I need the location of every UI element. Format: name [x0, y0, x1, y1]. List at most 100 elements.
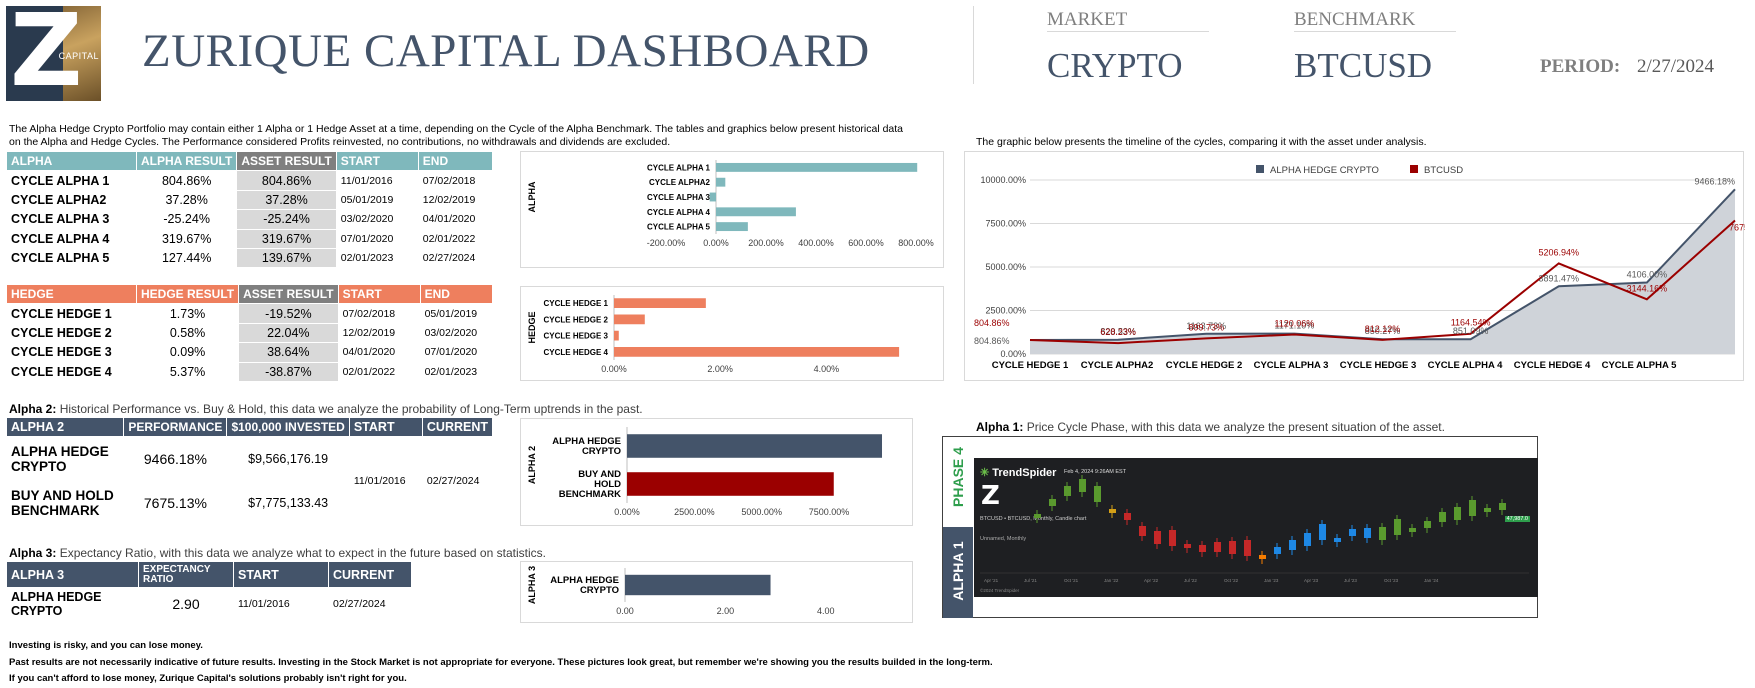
month-label: Oct '21: [1064, 578, 1079, 583]
x-tick-label: CYCLE HEDGE 1: [992, 360, 1069, 371]
alpha-bar-chart: ALPHA CYCLE ALPHA 1 CYCLE ALPHA2 CYCLE ALPH…: [520, 151, 944, 268]
alpha-result: -25.24%: [135, 209, 238, 230]
tick-label: 0.00%: [601, 364, 627, 374]
snapshot-price-badge: 47,987.0: [1504, 516, 1530, 522]
alpha2-description: Historical Performance vs. Buy & Hold, t…: [59, 402, 643, 416]
category-label: CYCLE ALPHA 5: [647, 223, 711, 232]
alpha2-caption: Alpha 2: Historical Performance vs. Buy …: [9, 402, 643, 416]
col-header: CURRENT: [328, 561, 412, 588]
end-date: 02/01/2023: [419, 361, 494, 382]
alpha-result: 804.86%: [135, 170, 238, 191]
col-header: CURRENT: [421, 416, 494, 438]
start-date: 11/01/2016: [335, 170, 419, 191]
category-label: CYCLE ALPHA 4: [647, 208, 711, 217]
start-date: 04/01/2020: [337, 342, 421, 363]
category-label: CYCLE ALPHA 1: [647, 163, 711, 172]
benchmark-label: BENCHMARK: [1294, 9, 1456, 32]
phase-panel: PHASE 4 ALPHA 1 ✳ TrendSpider Feb 4, 202…: [942, 436, 1538, 618]
col-header: ALPHA: [6, 150, 137, 172]
timeline-svg: 0.00% 2500.00% 5000.00% 7500.00% 10000.00% AL…: [974, 165, 1755, 371]
category-label: CYCLE ALPHA2: [649, 178, 711, 187]
candle-body: [1094, 486, 1101, 502]
bar: [716, 162, 918, 172]
snapshot-watermark: ©2024 TrendSpider: [980, 588, 1020, 593]
benchmark-value: BTCUSD: [1294, 46, 1433, 85]
x-tick-label: CYCLE HEDGE 4: [1514, 360, 1591, 371]
bar: [627, 434, 883, 458]
alpha3-bar-chart: ALPHA 3 ALPHA HEDGE CRYPTO 0.00 2.00 4.00: [520, 561, 913, 623]
data-label: 9466.18%: [1694, 176, 1735, 186]
month-label: Jul '23: [1344, 578, 1357, 583]
intro-line-2: on the Alpha and Hedge Cycles. The Perfo…: [9, 136, 671, 148]
y-tick-label: 5000.00%: [985, 262, 1026, 272]
disclaimer-line-3: If you can't afford to lose money, Zuriq…: [9, 673, 407, 684]
candle-body: [1244, 540, 1251, 556]
bar: [614, 330, 619, 341]
hedge-result: 0.58%: [135, 322, 240, 344]
area-fill: [1030, 189, 1735, 354]
data-label: 3891.47%: [1538, 273, 1579, 283]
alpha-cycles-table: ALPHA ALPHA RESULT ASSET RESULT START EN…: [6, 150, 494, 269]
col-header: START: [335, 150, 419, 172]
snapshot-date: Feb 4, 2024 9:26AM EST: [1064, 469, 1127, 475]
category-label: ALPHA HEDGE: [552, 436, 621, 447]
bar: [716, 177, 726, 187]
table-row: CYCLE HEDGE 4 5.37% -38.87% 02/01/2022 02/01…: [6, 361, 494, 382]
bar: [614, 347, 900, 357]
data-label: 5206.94%: [1538, 247, 1579, 257]
end-date: 05/01/2019: [419, 303, 494, 324]
candle-body: [1289, 540, 1296, 550]
asset-result: 139.67%: [236, 247, 337, 269]
asset-result: 319.67%: [236, 228, 337, 249]
tick-label: 0.00%: [703, 238, 729, 248]
col-header: START: [337, 283, 421, 305]
tick-label: 400.00%: [798, 238, 834, 248]
y-tick-label: 7500.00%: [985, 219, 1026, 229]
table-row: CYCLE HEDGE 1 1.73% -19.52% 07/02/2018 05/01…: [6, 303, 494, 324]
asset-result: -38.87%: [238, 361, 339, 382]
bar: [625, 574, 771, 596]
category-label: BENCHMARK: [559, 489, 621, 500]
candle-body: [1199, 545, 1206, 552]
candle-body: [1349, 529, 1356, 536]
table-header-row: HEDGE HEDGE RESULT ASSET RESULT START EN…: [6, 283, 494, 305]
tick-label: 0.00: [616, 606, 634, 616]
alpha2-title: Alpha 2:: [9, 402, 57, 416]
table-row: CYCLE ALPHA 5 127.44% 139.67% 02/01/2023 02/…: [6, 247, 494, 269]
candle-body: [1229, 541, 1236, 554]
asset-result: 37.28%: [236, 189, 337, 211]
month-label: Jan '24: [1424, 578, 1439, 583]
alpha-label-box: ALPHA 1: [943, 527, 973, 618]
candle-body: [1439, 512, 1446, 522]
alpha2-table: ALPHA 2 PERFORMANCE $100,000 INVESTED ST…: [5, 416, 494, 526]
table-row: BUY AND HOLD BENCHMARK 7675.13% $7,775,1…: [5, 480, 493, 526]
table-row: CYCLE ALPHA 3 -25.24% -25.24% 03/02/2020 04/…: [6, 209, 494, 230]
x-tick-label: CYCLE ALPHA 3: [1254, 360, 1329, 371]
intro-text: The Alpha Hedge Crypto Portfolio may con…: [9, 123, 903, 149]
cycle-name: CYCLE ALPHA 5: [6, 247, 137, 269]
performance: 9466.18%: [123, 436, 228, 482]
hedge-bar-svg: HEDGE CYCLE HEDGE 1 CYCLE HEDGE 2 CYCLE HED…: [527, 295, 900, 374]
col-header: ALPHA 3: [6, 561, 139, 588]
data-label: 899.73%: [1188, 322, 1224, 332]
category-label: CRYPTO: [580, 585, 619, 596]
col-header: EXPECTANCY RATIO: [138, 561, 234, 588]
disclaimer-line-2: Past results are not necessarily indicat…: [9, 657, 993, 668]
strategy-name: ALPHA HEDGE CRYPTO: [6, 587, 139, 620]
candle-body: [1079, 479, 1086, 492]
col-header: ASSET RESULT: [238, 283, 339, 305]
data-label: 1171.10%: [1274, 321, 1314, 331]
x-tick-label: CYCLE ALPHA 4: [1428, 360, 1503, 371]
axis-title: HEDGE: [527, 311, 537, 343]
bar: [716, 207, 796, 217]
expectancy-ratio: 2.90: [138, 587, 234, 620]
candle-body: [1499, 503, 1506, 510]
legend-swatch: [1410, 165, 1418, 173]
hedge-result: 5.37%: [135, 361, 240, 382]
month-label: Apr '22: [1144, 578, 1159, 583]
cycle-name: CYCLE ALPHA 4: [6, 228, 137, 249]
table-row: CYCLE ALPHA 1 804.86% 804.86% 11/01/2016 07/…: [6, 170, 494, 191]
data-label: 804.86%: [974, 318, 1010, 328]
candle-body: [1124, 513, 1131, 520]
start-date: 12/02/2019: [337, 322, 421, 344]
